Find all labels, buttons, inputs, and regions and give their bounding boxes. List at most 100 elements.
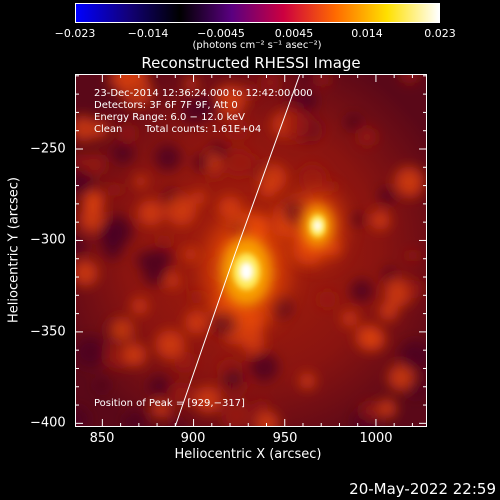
detectors-label: Detectors: 3F 6F 7F 9F, Att 0 [94,100,238,111]
texture-blob [407,381,425,398]
image-title: Reconstructed RHESSI Image [141,54,361,72]
texture-blob [382,267,397,282]
xray-source-core [313,220,322,232]
texture-blob [298,164,327,193]
y-tick-label: −400 [30,415,66,431]
colorbar-tick-label: −0.0045 [197,27,245,40]
texture-blob [221,400,252,427]
texture-blob [299,74,312,83]
texture-blob [360,400,381,421]
texture-blob [84,153,106,176]
texture-blob [183,247,198,261]
texture-blob [227,118,249,141]
texture-blob [249,352,279,382]
texture-blob [209,168,221,181]
texture-blob [218,195,242,219]
texture-blob [189,289,204,304]
xray-source-core [239,262,254,281]
texture-blob [341,310,358,327]
texture-blob [357,127,377,147]
y-tick-label: −350 [30,324,66,340]
y-axis-label: Heliocentric Y (arcsec) [6,177,22,323]
texture-blob [400,74,419,84]
texture-blob [97,220,125,248]
texture-blob [75,336,107,368]
texture-blob [193,154,211,171]
texture-blob [75,153,87,168]
texture-blob [370,210,391,230]
texture-blob [181,98,208,124]
x-tick-label: 850 [89,431,115,446]
texture-blob [148,375,170,397]
y-tick-label: −250 [30,141,66,157]
colorbar-tick-label: 0.014 [351,27,383,40]
texture-blob [194,386,222,414]
texture-blob [75,407,89,427]
texture-blob [399,340,427,372]
texture-blob [142,261,167,286]
texture-blob [110,317,135,342]
texture-blob [75,259,99,287]
texture-blob [323,180,337,194]
texture-blob [299,372,316,390]
texture-blob [184,77,198,91]
x-tick-label: 1000 [359,431,393,446]
texture-blob [282,110,313,141]
texture-blob [318,290,337,309]
texture-blob [241,330,265,354]
texture-blob [258,164,287,193]
y-tick-label: −300 [30,232,66,248]
texture-blob [345,114,361,130]
texture-blob [350,279,374,303]
colorbar-tick-label: −0.023 [54,27,96,40]
source-layer [203,190,344,329]
axis-ticks [75,74,427,427]
texture-blob [112,142,134,164]
footer-date: 20-May-2022 22:59 [349,480,496,498]
x-tick-label: 950 [272,431,298,446]
texture-blob [315,74,331,87]
method-label: Clean [94,124,123,135]
colorbar [75,3,440,23]
texture-blob [118,124,137,142]
colorbar-tick-label: 0.0045 [274,27,314,40]
texture-blob [378,301,399,321]
texture-blob [224,148,253,177]
texture-blob [131,297,148,315]
texture-blob [184,310,209,334]
texture-blob [95,378,109,392]
time-range-label: 23-Dec-2014 12:36:24.000 to 12:42:00.000 [94,88,313,99]
x-axis-label: Heliocentric X (arcsec) [174,447,322,462]
texture-blob [406,249,420,262]
solar-limb-line [174,74,301,427]
texture-blob [214,84,246,117]
colorbar-unit-label: (photons cm⁻² s⁻¹ asec⁻²) [192,40,322,51]
texture-blob [75,171,94,196]
texture-blob [254,411,280,427]
plot-frame [75,74,427,427]
energy-range-label: Energy Range: 6.0 − 12.0 keV [94,112,245,123]
texture-blob [223,368,244,390]
texture-blob [379,187,397,205]
colorbar-tick-label: 0.023 [424,27,456,40]
texture-blob [387,364,415,392]
xray-source [291,190,344,262]
texture-blob [356,324,382,351]
colorbar-tick-label: −0.014 [127,27,169,40]
texture-blob [261,74,280,92]
texture-blob [155,330,185,360]
texture-blob [377,398,398,419]
rhessi-image [75,74,427,427]
xray-source [203,214,289,329]
texture-blob [137,200,164,226]
texture-blob [108,74,136,92]
texture-blob [92,124,107,138]
texture-blob [154,144,182,171]
texture-blob [165,273,180,288]
texture-blob [174,351,196,373]
texture-blob [157,234,172,249]
image-texture [75,74,427,427]
total-counts-label: Total counts: 1.61E+04 [145,124,262,135]
texture-blob [192,190,206,205]
texture-blob [350,212,365,227]
